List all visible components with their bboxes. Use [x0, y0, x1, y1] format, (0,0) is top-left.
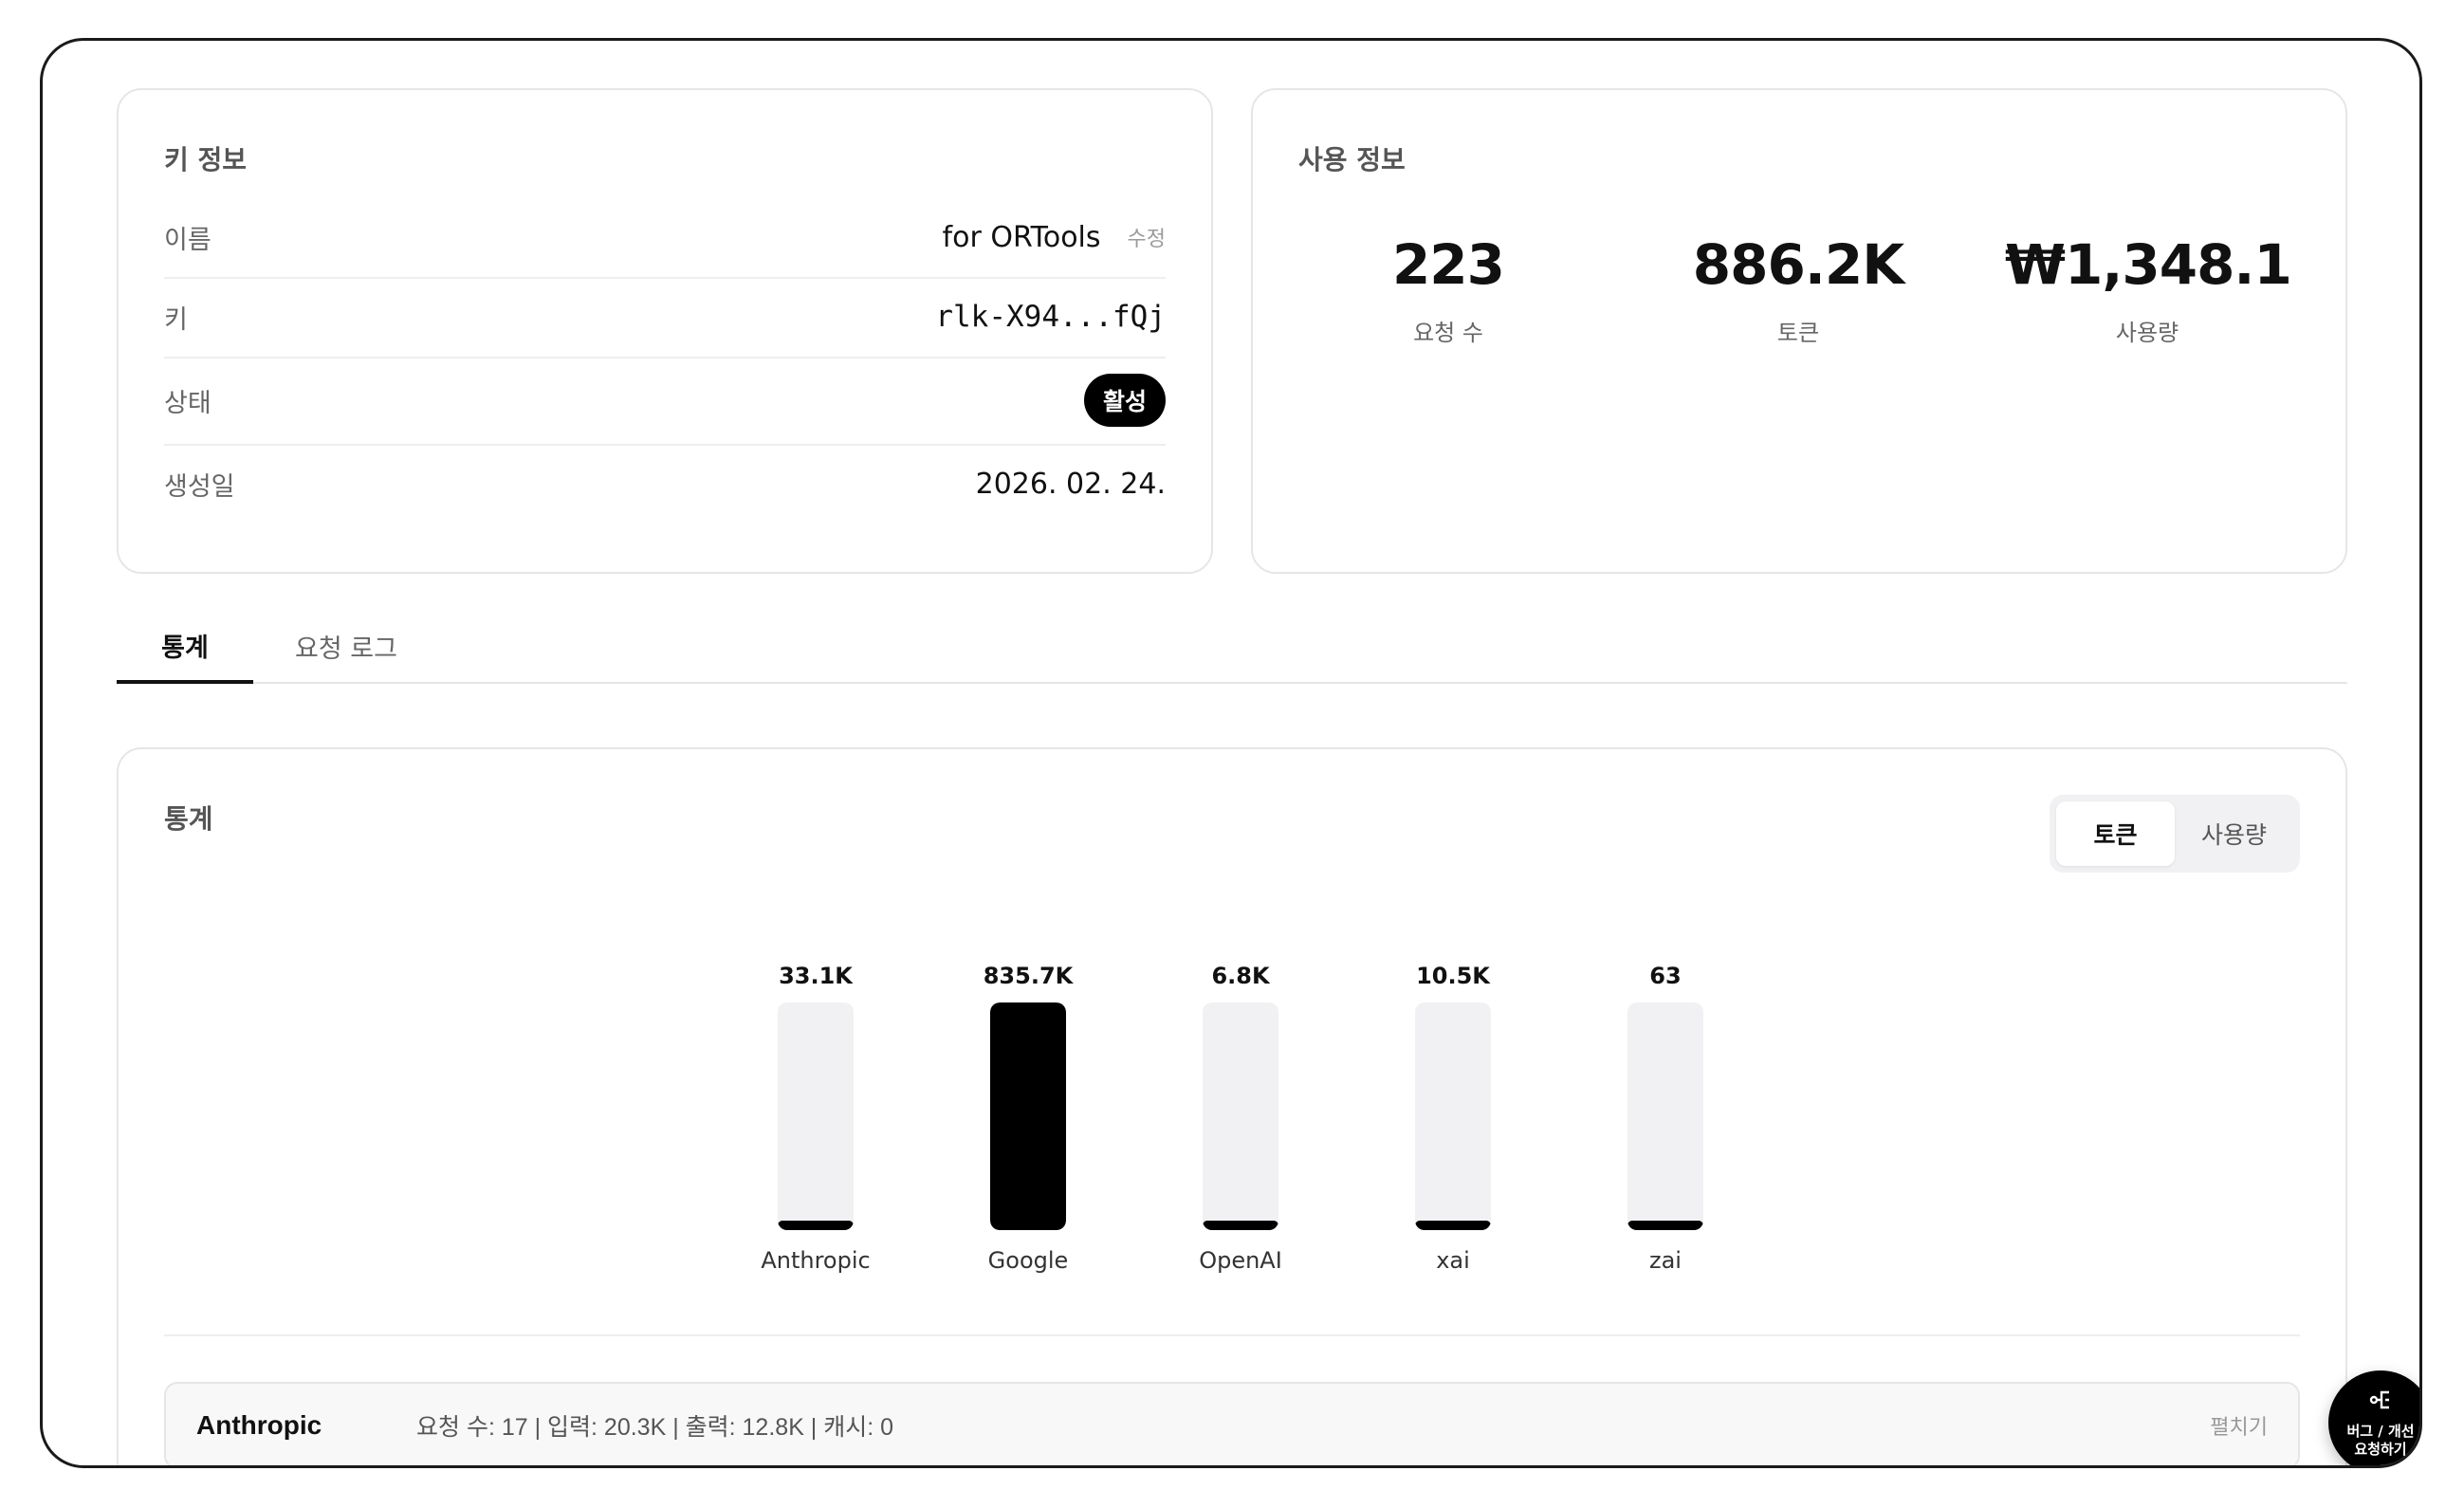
expand-button[interactable]: 펼치기	[2210, 1415, 2268, 1439]
bar-fill	[1627, 1221, 1703, 1230]
bar-value-label: 6.8K	[1211, 963, 1270, 989]
stat-tokens: 886.2K 토큰	[1656, 232, 1940, 347]
usage-info-card: 사용 정보 223 요청 수 886.2K 토큰 ₩1,348.1 사용량	[1251, 88, 2347, 574]
name-label: 이름	[164, 225, 211, 255]
app-window: 키 정보 이름 for ORTools 수정 키 rlk-X94...fQj 상…	[40, 38, 2422, 1468]
provider-name: Anthropic	[196, 1410, 322, 1440]
bar-fill	[778, 1221, 854, 1230]
bar-track	[1627, 1002, 1703, 1230]
bar-openai: 6.8K OpenAI	[1169, 963, 1312, 1285]
bar-track	[778, 1002, 854, 1230]
bug-report-button[interactable]: 버그 / 개선 요청하기	[2328, 1370, 2419, 1465]
stat-requests-label: 요청 수	[1413, 320, 1483, 346]
bar-fill	[1203, 1221, 1278, 1230]
bar-track	[1203, 1002, 1278, 1230]
stat-tokens-value: 886.2K	[1692, 232, 1904, 297]
tab-request-log[interactable]: 요청 로그	[295, 634, 397, 664]
tab-statistics[interactable]: 통계	[117, 610, 253, 684]
provider-stats: 요청 수: 17 | 입력: 20.3K | 출력: 12.8K | 캐시: 0	[416, 1414, 894, 1441]
status-label: 상태	[164, 388, 211, 418]
status-row: 상태 활성	[164, 357, 1166, 446]
stat-usage: ₩1,348.1 사용량	[2005, 232, 2292, 347]
bar-track	[990, 1002, 1066, 1230]
key-info-title: 키 정보	[164, 144, 248, 175]
metric-toggle: 토큰 사용량	[2050, 795, 2300, 873]
bar-track	[1415, 1002, 1491, 1230]
bar-category-label: xai	[1436, 1247, 1470, 1274]
bar-category-label: Google	[987, 1247, 1069, 1274]
bar-google: 835.7K Google	[957, 963, 1099, 1285]
tab-bar: 통계 요청 로그	[117, 610, 2347, 684]
bar-fill	[990, 1002, 1066, 1230]
stat-requests-value: 223	[1391, 232, 1505, 297]
bug-report-label-line1: 버그 / 개선	[2346, 1422, 2415, 1440]
toggle-usage-button[interactable]: 사용량	[2200, 821, 2267, 849]
key-row: 키 rlk-X94...fQj	[164, 277, 1166, 359]
stats-panel: 통계 토큰 사용량 33.1K Anthropic 835.7K Google 6.8K…	[117, 747, 2347, 1465]
name-row: 이름 for ORTools 수정	[164, 197, 1166, 279]
bar-value-label: 33.1K	[779, 963, 853, 989]
key-label: 키	[164, 304, 188, 335]
edit-name-button[interactable]: 수정	[1127, 228, 1166, 251]
stats-panel-title: 통계	[164, 803, 213, 835]
key-value: rlk-X94...fQj	[935, 300, 1166, 334]
toggle-tokens-button[interactable]: 토큰	[2056, 801, 2175, 866]
provider-bar-chart: 33.1K Anthropic 835.7K Google 6.8K OpenAI 10.5…	[119, 749, 2345, 1318]
branch-icon	[2368, 1388, 2393, 1417]
bar-category-label: OpenAI	[1199, 1247, 1282, 1274]
bar-fill	[1415, 1221, 1491, 1230]
created-value: 2026. 02. 24.	[975, 467, 1166, 501]
bug-report-label-line2: 요청하기	[2354, 1440, 2407, 1458]
bar-zai: 63 zai	[1594, 963, 1737, 1285]
bar-category-label: Anthropic	[761, 1247, 871, 1274]
provider-row-anthropic[interactable]: Anthropic 요청 수: 17 | 입력: 20.3K | 출력: 12.…	[164, 1382, 2300, 1465]
section-divider	[164, 1334, 2300, 1336]
stat-tokens-label: 토큰	[1776, 320, 1820, 346]
bar-value-label: 10.5K	[1416, 963, 1490, 989]
stat-usage-label: 사용량	[2115, 320, 2179, 346]
bar-value-label: 63	[1649, 963, 1682, 989]
usage-info-title: 사용 정보	[1298, 144, 1406, 175]
bug-report-label: 버그 / 개선 요청하기	[2338, 1422, 2419, 1459]
bar-xai: 10.5K xai	[1382, 963, 1524, 1285]
key-info-card: 키 정보 이름 for ORTools 수정 키 rlk-X94...fQj 상…	[117, 88, 1213, 574]
status-badge: 활성	[1083, 374, 1166, 427]
bar-anthropic: 33.1K Anthropic	[745, 963, 887, 1285]
bar-category-label: zai	[1649, 1247, 1682, 1274]
bar-value-label: 835.7K	[983, 963, 1074, 989]
stat-usage-value: ₩1,348.1	[2005, 232, 2292, 297]
stat-requests: 223 요청 수	[1306, 232, 1591, 347]
name-value-wrap: for ORTools 수정	[943, 221, 1166, 254]
created-label: 생성일	[164, 471, 235, 502]
created-row: 생성일 2026. 02. 24.	[164, 444, 1166, 524]
name-value: for ORTools	[942, 220, 1101, 254]
